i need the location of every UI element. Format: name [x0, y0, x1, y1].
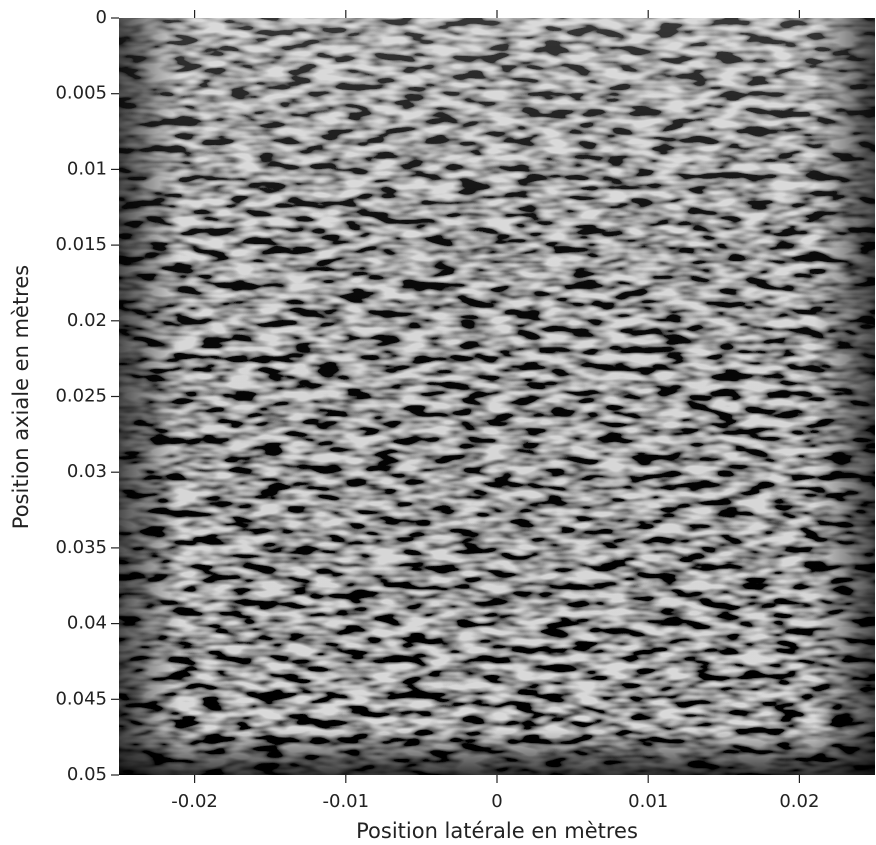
- image-vignette: [119, 18, 875, 775]
- y-tick-label: 0.02: [67, 310, 107, 331]
- y-tick-label: 0.035: [55, 537, 107, 558]
- x-tick-label: -0.02: [171, 791, 218, 812]
- y-tick-label: 0.01: [67, 158, 107, 179]
- y-tick-label: 0.04: [67, 613, 107, 634]
- x-tick-label: 0: [491, 791, 502, 812]
- y-tick-label: 0.025: [55, 386, 107, 407]
- x-tick-label: 0.01: [628, 791, 668, 812]
- x-axis-label: Position latérale en mètres: [356, 819, 638, 843]
- x-tick-label: -0.01: [323, 791, 370, 812]
- y-tick-label: 0.005: [55, 83, 107, 104]
- y-tick-label: 0.03: [67, 461, 107, 482]
- y-tick-label: 0.015: [55, 234, 107, 255]
- y-tick-label: 0.045: [55, 688, 107, 709]
- y-axis-label: Position axiale en mètres: [9, 265, 33, 529]
- x-tick-label: 0.02: [779, 791, 819, 812]
- y-tick-label: 0: [96, 7, 107, 28]
- y-tick-label: 0.05: [67, 764, 107, 785]
